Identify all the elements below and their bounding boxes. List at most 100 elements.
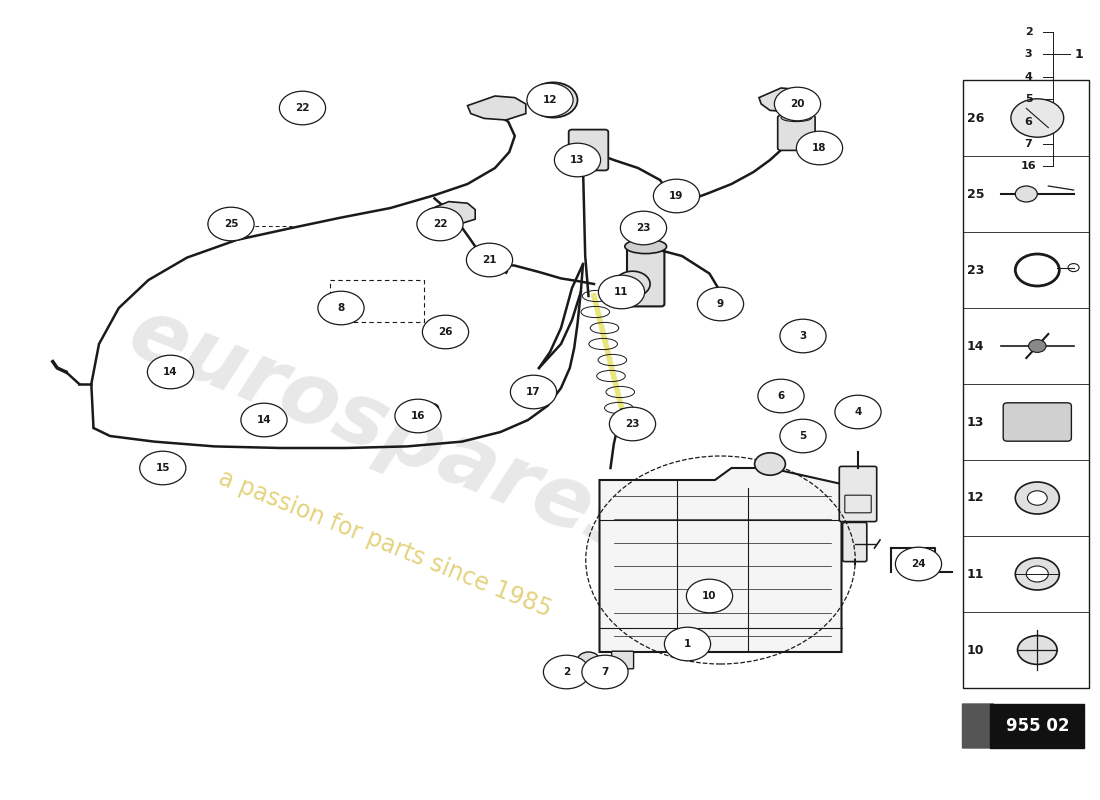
Circle shape bbox=[529, 82, 578, 118]
Text: 22: 22 bbox=[432, 219, 448, 229]
Text: 14: 14 bbox=[256, 415, 272, 425]
Text: 25: 25 bbox=[223, 219, 239, 229]
Text: 12: 12 bbox=[542, 95, 558, 105]
FancyBboxPatch shape bbox=[627, 244, 664, 306]
Circle shape bbox=[527, 83, 573, 117]
Circle shape bbox=[1015, 482, 1059, 514]
FancyBboxPatch shape bbox=[962, 80, 1089, 688]
Circle shape bbox=[774, 87, 821, 121]
Circle shape bbox=[422, 315, 469, 349]
Polygon shape bbox=[600, 468, 842, 652]
Text: 16: 16 bbox=[410, 411, 426, 421]
Circle shape bbox=[542, 92, 564, 108]
Circle shape bbox=[466, 243, 513, 277]
Text: 26: 26 bbox=[438, 327, 453, 337]
FancyBboxPatch shape bbox=[843, 522, 867, 562]
Circle shape bbox=[318, 291, 364, 325]
Text: 14: 14 bbox=[967, 339, 984, 353]
Text: 14: 14 bbox=[163, 367, 178, 377]
Text: 4: 4 bbox=[855, 407, 861, 417]
Polygon shape bbox=[962, 704, 1009, 748]
FancyBboxPatch shape bbox=[839, 466, 877, 522]
Text: 13: 13 bbox=[570, 155, 585, 165]
Circle shape bbox=[582, 655, 628, 689]
Circle shape bbox=[835, 395, 881, 429]
FancyBboxPatch shape bbox=[569, 130, 608, 170]
Ellipse shape bbox=[614, 414, 647, 426]
Text: 13: 13 bbox=[967, 415, 984, 429]
Circle shape bbox=[796, 131, 843, 165]
Circle shape bbox=[1015, 558, 1059, 590]
Text: 2: 2 bbox=[563, 667, 570, 677]
Text: 23: 23 bbox=[967, 263, 984, 277]
FancyBboxPatch shape bbox=[778, 115, 815, 150]
Text: 1: 1 bbox=[1075, 48, 1084, 61]
Circle shape bbox=[578, 652, 600, 668]
Text: 3: 3 bbox=[800, 331, 806, 341]
Circle shape bbox=[279, 91, 326, 125]
Circle shape bbox=[653, 179, 700, 213]
Text: 7: 7 bbox=[1024, 139, 1033, 149]
Text: 5: 5 bbox=[1025, 94, 1032, 104]
Text: 20: 20 bbox=[790, 99, 805, 109]
Text: 3: 3 bbox=[1025, 50, 1032, 59]
Circle shape bbox=[140, 451, 186, 485]
Circle shape bbox=[417, 207, 463, 241]
Circle shape bbox=[780, 319, 826, 353]
Polygon shape bbox=[759, 88, 810, 112]
Text: 9: 9 bbox=[717, 299, 724, 309]
Text: eurospares: eurospares bbox=[117, 291, 653, 573]
Circle shape bbox=[1026, 566, 1048, 582]
Circle shape bbox=[780, 419, 826, 453]
Text: 10: 10 bbox=[702, 591, 717, 601]
Ellipse shape bbox=[625, 239, 667, 254]
Circle shape bbox=[620, 211, 667, 245]
Text: 26: 26 bbox=[967, 111, 984, 125]
Text: 16: 16 bbox=[1021, 162, 1036, 171]
Polygon shape bbox=[468, 96, 526, 120]
Text: 8: 8 bbox=[338, 303, 344, 313]
Text: 23: 23 bbox=[625, 419, 640, 429]
Text: 6: 6 bbox=[1024, 117, 1033, 126]
Text: 4: 4 bbox=[1024, 72, 1033, 82]
Circle shape bbox=[426, 403, 439, 413]
Circle shape bbox=[1011, 98, 1064, 138]
FancyBboxPatch shape bbox=[990, 704, 1084, 748]
Circle shape bbox=[395, 399, 441, 433]
Text: 22: 22 bbox=[295, 103, 310, 113]
Circle shape bbox=[147, 355, 194, 389]
FancyBboxPatch shape bbox=[612, 651, 634, 669]
Circle shape bbox=[1027, 490, 1047, 506]
Text: 17: 17 bbox=[526, 387, 541, 397]
Ellipse shape bbox=[781, 114, 812, 122]
Text: 11: 11 bbox=[967, 567, 984, 581]
Circle shape bbox=[664, 627, 711, 661]
Circle shape bbox=[543, 655, 590, 689]
Circle shape bbox=[895, 547, 942, 581]
Text: 19: 19 bbox=[669, 191, 684, 201]
Polygon shape bbox=[429, 202, 475, 224]
Text: 25: 25 bbox=[967, 187, 984, 201]
Text: 2: 2 bbox=[1024, 27, 1033, 37]
Circle shape bbox=[755, 453, 785, 475]
Text: 5: 5 bbox=[800, 431, 806, 441]
Circle shape bbox=[686, 579, 733, 613]
Text: 15: 15 bbox=[155, 463, 170, 473]
Circle shape bbox=[598, 275, 645, 309]
Text: 23: 23 bbox=[636, 223, 651, 233]
Text: 11: 11 bbox=[614, 287, 629, 297]
FancyBboxPatch shape bbox=[1003, 403, 1071, 442]
Circle shape bbox=[510, 375, 557, 409]
Circle shape bbox=[241, 403, 287, 437]
Circle shape bbox=[758, 379, 804, 413]
Circle shape bbox=[1018, 635, 1057, 664]
Text: a passion for parts since 1985: a passion for parts since 1985 bbox=[214, 466, 556, 622]
Circle shape bbox=[1015, 186, 1037, 202]
Circle shape bbox=[609, 407, 656, 441]
Text: 7: 7 bbox=[602, 667, 608, 677]
Text: 21: 21 bbox=[482, 255, 497, 265]
Text: 955 02: 955 02 bbox=[1005, 717, 1069, 735]
Circle shape bbox=[554, 143, 601, 177]
Circle shape bbox=[615, 271, 650, 297]
Text: 1: 1 bbox=[684, 639, 691, 649]
